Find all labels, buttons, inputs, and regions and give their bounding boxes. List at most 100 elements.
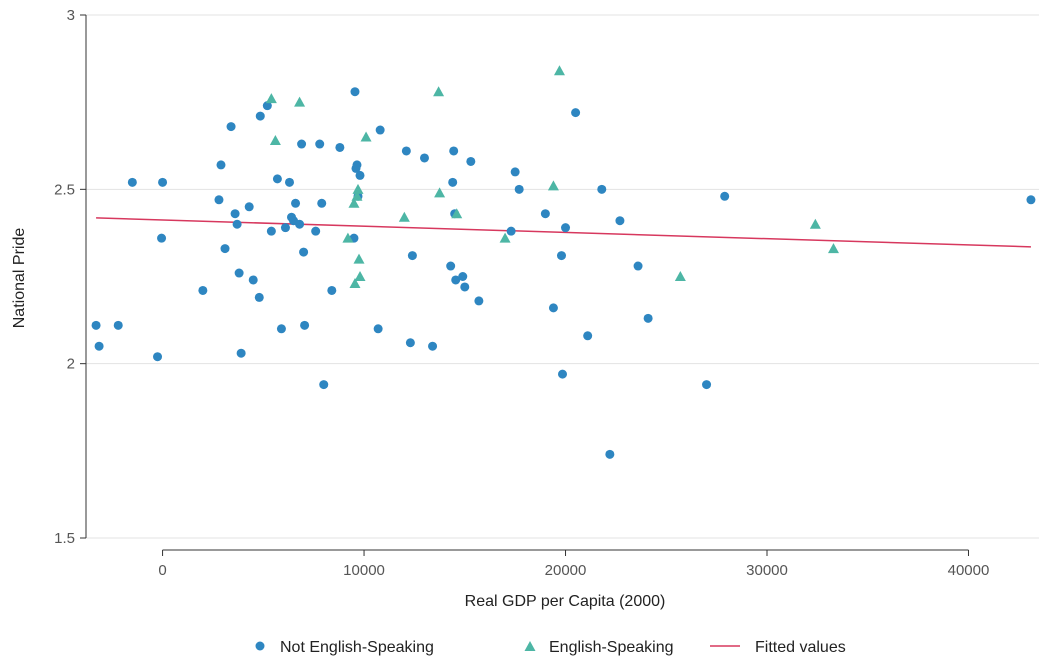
- point-not-english-speaking: [548, 303, 558, 313]
- point-not-english-speaking: [597, 184, 607, 194]
- point-english-speaking: [499, 232, 511, 243]
- y-axis-label: National Pride: [11, 228, 28, 329]
- point-not-english-speaking: [300, 320, 310, 330]
- point-not-english-speaking: [214, 195, 224, 205]
- x-tick-label: 30000: [746, 562, 788, 579]
- point-not-english-speaking: [605, 449, 615, 459]
- fitted-values-line: [96, 217, 1031, 248]
- legend-label-english-speaking: English-Speaking: [549, 639, 674, 656]
- point-not-english-speaking: [113, 320, 123, 330]
- x-tick-label: 40000: [948, 562, 990, 579]
- legend-marker-not-english-speaking: [255, 641, 265, 651]
- point-not-english-speaking: [510, 167, 520, 177]
- point-english-speaking: [434, 187, 446, 198]
- point-not-english-speaking: [506, 226, 516, 236]
- point-not-english-speaking: [702, 380, 712, 390]
- point-english-speaking: [351, 190, 363, 201]
- point-english-speaking: [342, 232, 354, 243]
- x-tick-label: 0: [158, 562, 166, 579]
- x-axis-label: Real GDP per Capita (2000): [465, 593, 666, 610]
- point-not-english-speaking: [460, 282, 470, 292]
- point-not-english-speaking: [248, 275, 258, 285]
- point-not-english-speaking: [295, 219, 305, 229]
- point-not-english-speaking: [127, 177, 137, 187]
- point-not-english-speaking: [232, 219, 242, 229]
- point-not-english-speaking: [615, 216, 625, 226]
- legend-marker-english-speaking: [524, 641, 536, 651]
- point-not-english-speaking: [276, 324, 286, 334]
- y-tick-label: 1.5: [54, 530, 75, 547]
- y-axis-ticks: 1.5 2 2.5 3: [54, 7, 86, 547]
- point-not-english-speaking: [448, 177, 458, 187]
- point-not-english-speaking: [153, 352, 163, 362]
- point-not-english-speaking: [230, 209, 240, 219]
- point-not-english-speaking: [405, 338, 415, 348]
- point-not-english-speaking: [284, 177, 294, 187]
- point-not-english-speaking: [350, 87, 360, 97]
- point-not-english-speaking: [317, 198, 327, 208]
- point-not-english-speaking: [272, 174, 282, 184]
- x-axis-ticks: 0 10000 20000 30000 40000: [158, 550, 989, 579]
- point-english-speaking: [827, 243, 839, 254]
- point-not-english-speaking: [458, 272, 468, 281]
- point-not-english-speaking: [558, 369, 567, 379]
- point-not-english-speaking: [514, 184, 524, 194]
- y-tick-label: 2: [67, 356, 75, 373]
- x-tick-label: 20000: [545, 562, 587, 579]
- point-not-english-speaking: [373, 324, 383, 334]
- point-not-english-speaking: [234, 268, 244, 278]
- point-english-speaking: [269, 135, 281, 146]
- point-not-english-speaking: [254, 292, 264, 302]
- point-not-english-speaking: [158, 177, 168, 187]
- point-not-english-speaking: [428, 341, 438, 351]
- point-not-english-speaking: [375, 125, 385, 135]
- point-english-speaking: [553, 65, 565, 76]
- point-not-english-speaking: [226, 122, 236, 132]
- fitted-values-layer: [96, 217, 1031, 248]
- point-english-speaking: [352, 183, 364, 194]
- point-not-english-speaking: [262, 101, 272, 111]
- point-not-english-speaking: [94, 341, 104, 351]
- point-not-english-speaking: [352, 160, 362, 170]
- point-english-speaking: [265, 93, 277, 104]
- point-english-speaking: [348, 197, 360, 208]
- point-not-english-speaking: [355, 170, 365, 180]
- point-english-speaking: [294, 96, 306, 107]
- point-not-english-speaking: [255, 111, 265, 121]
- point-not-english-speaking: [244, 202, 254, 212]
- x-tick-label: 10000: [343, 562, 385, 579]
- point-english-speaking: [451, 208, 463, 219]
- point-not-english-speaking: [1026, 195, 1036, 205]
- point-not-english-speaking: [220, 244, 230, 254]
- point-not-english-speaking: [556, 251, 566, 261]
- point-not-english-speaking: [91, 320, 101, 330]
- data-points-layer: [91, 65, 1036, 459]
- point-not-english-speaking: [299, 247, 309, 257]
- legend-label-fitted-values: Fitted values: [755, 639, 846, 656]
- point-english-speaking: [353, 253, 365, 264]
- point-not-english-speaking: [466, 156, 476, 166]
- point-not-english-speaking: [335, 142, 345, 152]
- point-english-speaking: [360, 131, 372, 142]
- point-english-speaking: [398, 211, 410, 222]
- point-not-english-speaking: [720, 191, 730, 201]
- legend: Not English-Speaking English-Speaking Fi…: [255, 639, 846, 656]
- point-not-english-speaking: [643, 313, 653, 323]
- point-not-english-speaking: [474, 296, 484, 306]
- point-not-english-speaking: [236, 348, 246, 358]
- point-english-speaking: [354, 271, 366, 281]
- point-not-english-speaking: [157, 233, 167, 243]
- point-not-english-speaking: [419, 153, 429, 163]
- point-not-english-speaking: [315, 139, 325, 149]
- point-not-english-speaking: [407, 251, 417, 261]
- grid-lines: [86, 14, 1039, 539]
- point-english-speaking: [547, 180, 559, 191]
- point-not-english-speaking: [266, 226, 276, 236]
- point-not-english-speaking: [311, 226, 321, 236]
- point-not-english-speaking: [280, 223, 290, 233]
- point-not-english-speaking: [633, 261, 643, 271]
- point-not-english-speaking: [446, 261, 456, 271]
- point-not-english-speaking: [561, 223, 571, 233]
- point-not-english-speaking: [297, 139, 307, 149]
